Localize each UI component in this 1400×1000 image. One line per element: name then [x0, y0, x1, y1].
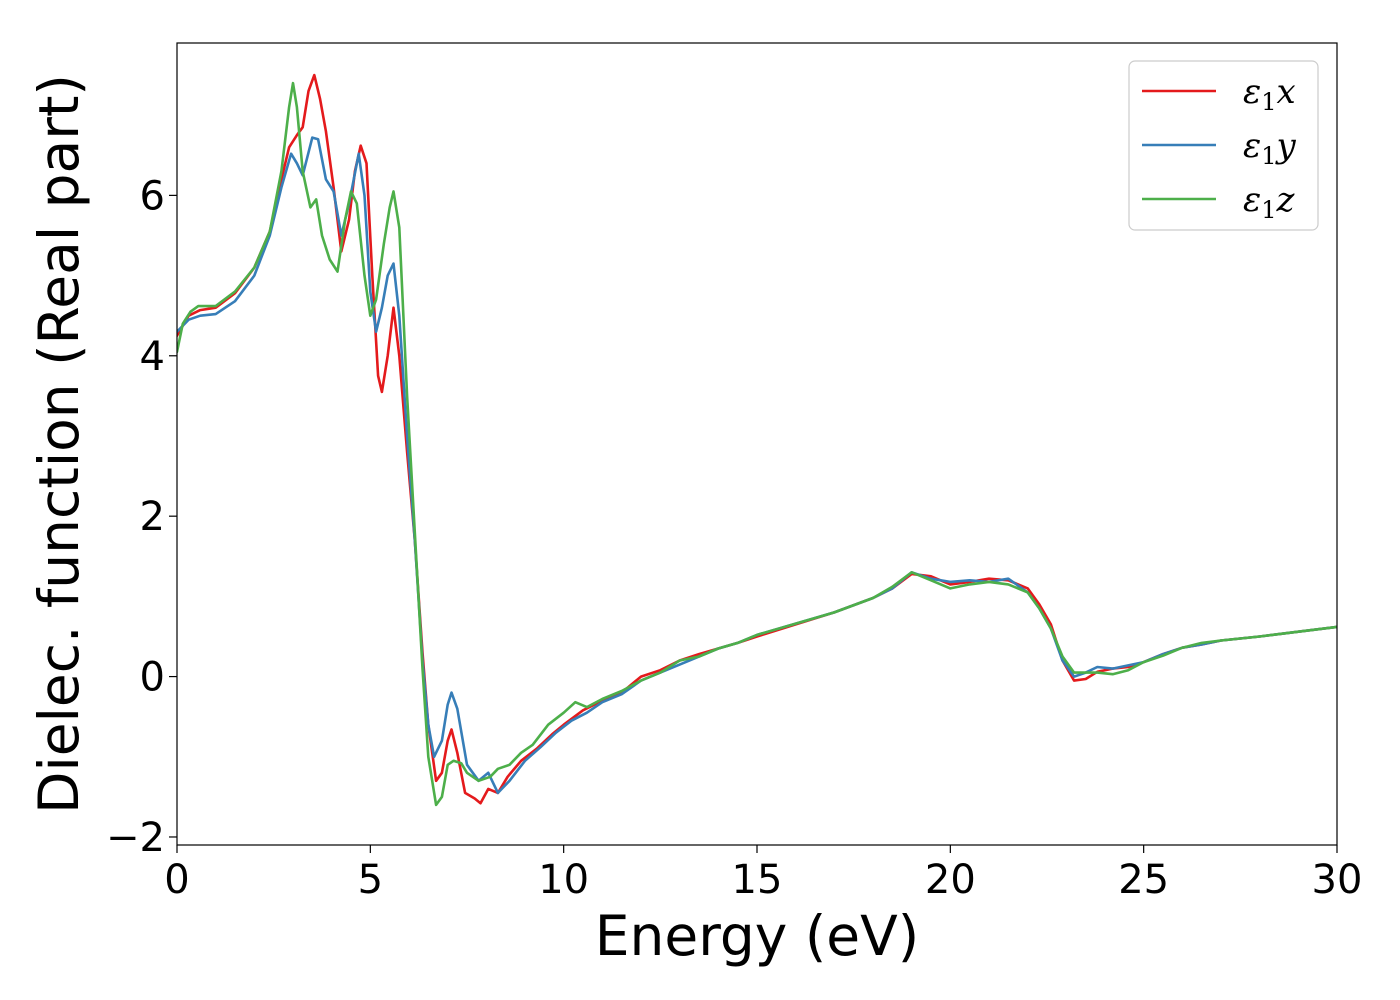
x-tick-label: 15: [732, 857, 783, 903]
series-layer: [177, 73, 1337, 807]
x-tick-label: 20: [925, 857, 976, 903]
legend: ε1x ε1y ε1z: [1128, 60, 1319, 231]
y-tick-label: −2: [106, 815, 165, 861]
x-tick-label: 10: [538, 857, 589, 903]
legend-box: [1128, 60, 1319, 231]
y-tick-label: 4: [140, 334, 165, 380]
y-axis-ticks: −2 0 2 4 6: [106, 173, 177, 861]
y-tick-label: 6: [140, 173, 165, 219]
y-axis-title: Dielec. function (Real part): [27, 74, 91, 814]
y-tick-label: 0: [140, 655, 165, 701]
legend-label-y: ε1y: [1243, 126, 1297, 170]
x-tick-label: 30: [1312, 857, 1363, 903]
x-axis-title: Energy (eV): [595, 904, 919, 968]
x-axis-ticks: 0 5 10 15 20 25 30: [164, 845, 1362, 903]
x-tick-label: 5: [358, 857, 383, 903]
series-line-z: [177, 81, 1337, 807]
legend-entries: ε1x ε1y ε1z: [1142, 72, 1297, 224]
y-tick-label: 2: [140, 494, 165, 540]
legend-label-z: ε1z: [1243, 180, 1296, 224]
x-tick-label: 0: [164, 857, 189, 903]
legend-label-x: ε1x: [1243, 72, 1296, 116]
x-tick-label: 25: [1118, 857, 1169, 903]
